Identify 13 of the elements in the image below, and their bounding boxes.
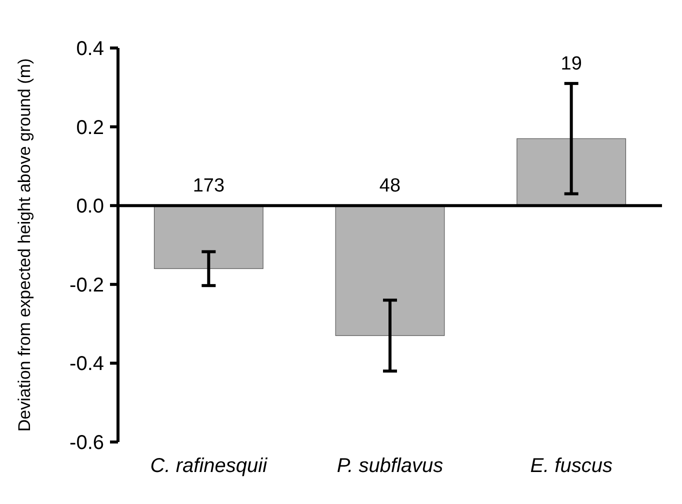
y-tick-label: 0.2 [76,116,104,139]
annotation: 19 [560,53,582,74]
y-tick-label: -0.4 [70,353,104,376]
x-tick-label: E. fuscus [530,455,612,477]
y-tick-label: -0.2 [70,274,104,296]
x-tick-label: C. rafinesquii [150,455,268,477]
y-tick-label: 0.0 [76,196,104,218]
y-tick-label: -0.6 [70,432,104,454]
y-axis-title: Deviation from expected height above ground (m) [15,58,34,432]
annotation: 173 [192,176,225,197]
y-tick-label: 0.4 [76,38,104,60]
x-tick-label: P. subflavus [336,455,444,477]
annotation: 48 [379,176,401,197]
